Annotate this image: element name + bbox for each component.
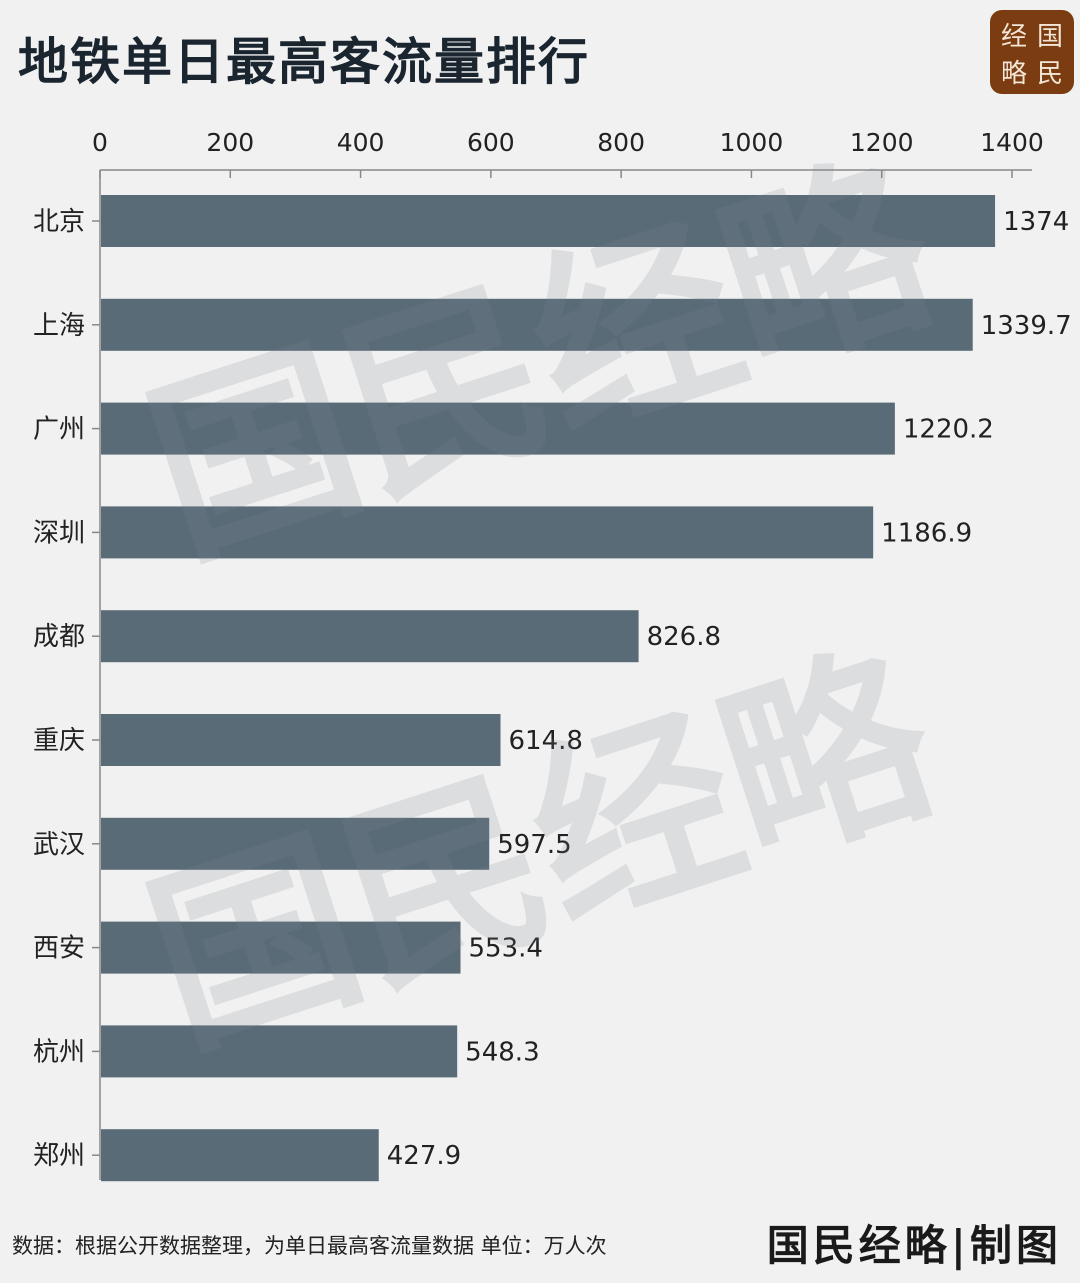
- category-label: 广州: [33, 415, 85, 445]
- bar: [101, 298, 973, 351]
- x-tick-label: 1400: [980, 128, 1044, 157]
- bar: [101, 506, 874, 559]
- category-label: 成都: [33, 622, 85, 652]
- value-label: 553.4: [469, 934, 543, 964]
- category-label: 深圳: [33, 518, 85, 548]
- value-label: 1339.7: [981, 311, 1072, 341]
- category-label: 杭州: [33, 1037, 85, 1067]
- x-tick-label: 200: [206, 128, 254, 157]
- bar: [101, 921, 461, 974]
- bar: [101, 195, 996, 247]
- bar: [101, 402, 895, 455]
- footer-brand: 国民经略|制图: [766, 1221, 1062, 1270]
- category-label: 北京: [33, 207, 85, 237]
- bar: [101, 610, 639, 663]
- x-tick-label: 1200: [850, 128, 914, 157]
- logo-char: 略: [1000, 59, 1027, 89]
- category-label: 上海: [33, 311, 85, 341]
- bar: [101, 714, 501, 766]
- logo-char: 民: [1036, 59, 1063, 89]
- category-label: 武汉: [33, 830, 85, 860]
- x-tick-label: 600: [467, 128, 515, 157]
- chart-title: 地铁单日最高客流量排行: [18, 33, 590, 91]
- x-tick-label: 800: [597, 128, 645, 157]
- bar: [101, 817, 490, 870]
- value-label: 1186.9: [881, 518, 972, 548]
- logo-char: 经: [1000, 22, 1027, 52]
- x-tick-label: 0: [92, 128, 108, 157]
- value-label: 826.8: [647, 622, 721, 652]
- logo-char: 国: [1036, 22, 1063, 52]
- value-label: 1220.2: [903, 415, 994, 445]
- x-tick-label: 400: [337, 128, 385, 157]
- x-tick-label: 1000: [720, 128, 784, 157]
- bar: [101, 1025, 458, 1078]
- value-label: 597.5: [497, 830, 571, 860]
- source-note: 数据：根据公开数据整理，为单日最高客流量数据 单位：万人次: [12, 1234, 607, 1258]
- value-label: 427.9: [387, 1141, 461, 1171]
- value-label: 548.3: [465, 1037, 539, 1067]
- category-label: 郑州: [33, 1141, 85, 1171]
- value-label: 1374: [1003, 207, 1069, 237]
- value-label: 614.8: [508, 726, 582, 756]
- bar: [101, 1129, 379, 1182]
- category-label: 重庆: [33, 726, 85, 756]
- brand-logo: 经 国 略 民: [990, 10, 1074, 94]
- category-label: 西安: [33, 934, 85, 964]
